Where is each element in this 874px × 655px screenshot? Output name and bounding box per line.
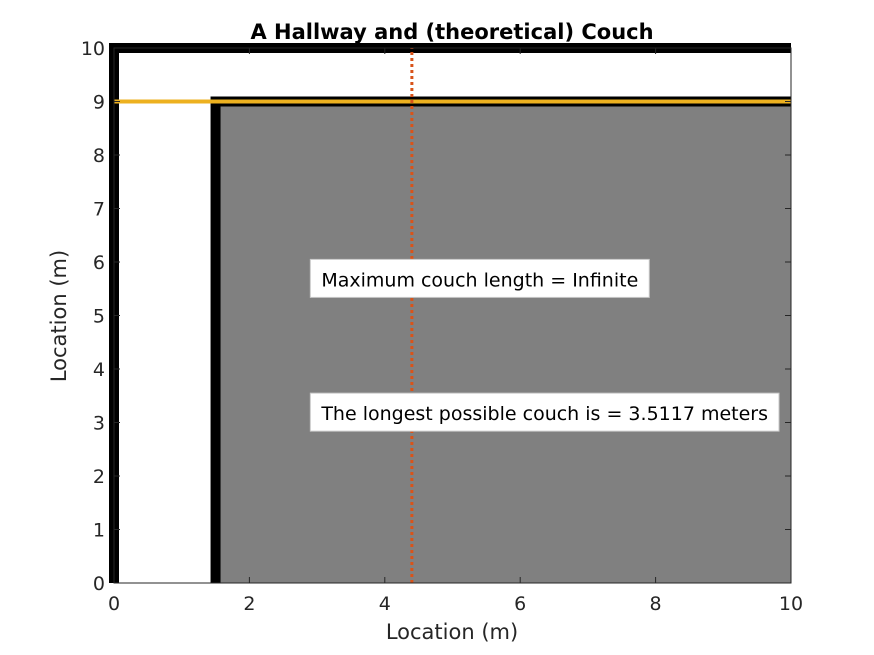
annotation-box [309,392,780,432]
chart-title: A Hallway and (theoretical) Couch [250,20,653,44]
x-tick-label: 0 [108,593,120,615]
y-tick-label: 10 [81,38,105,60]
x-tick-label: 10 [779,593,803,615]
y-tick-label: 4 [93,359,105,381]
axis-layer: 0 2 4 6 8 10 0 1 2 3 4 5 6 7 8 9 10 [81,38,803,615]
x-tick-label: 4 [379,593,391,615]
axes-box [113,47,792,584]
annotation-1: Maximum couch length = Infinite [309,258,650,298]
annotation-2: The longest possible couch is = 3.5117 m… [309,392,780,432]
y-tick-label: 6 [93,252,105,274]
hallway-region [215,101,792,583]
x-axis-label: Location (m) [386,620,518,644]
y-tick-label: 0 [93,573,105,595]
region-layer [215,101,792,583]
y-tick-label: 1 [93,520,105,542]
y-tick-label: 7 [93,199,105,221]
y-tick-label: 2 [93,466,105,488]
y-axis-label: Location (m) [47,250,71,382]
annotation-text: The longest possible couch is = 3.5117 m… [320,403,768,425]
x-tick-label: 2 [243,593,255,615]
y-tick-label: 8 [93,145,105,167]
x-tick-label: 8 [650,593,662,615]
y-tick-label: 3 [93,413,105,435]
annotation-text: Maximum couch length = Infinite [321,269,638,291]
x-tick-label: 6 [514,593,526,615]
y-tick-label: 5 [93,306,105,328]
annotation-layer: Maximum couch length = Infinite The longe… [309,258,780,432]
y-tick-label: 9 [93,92,105,114]
annotation-box [309,258,650,298]
line-layer [114,48,791,583]
